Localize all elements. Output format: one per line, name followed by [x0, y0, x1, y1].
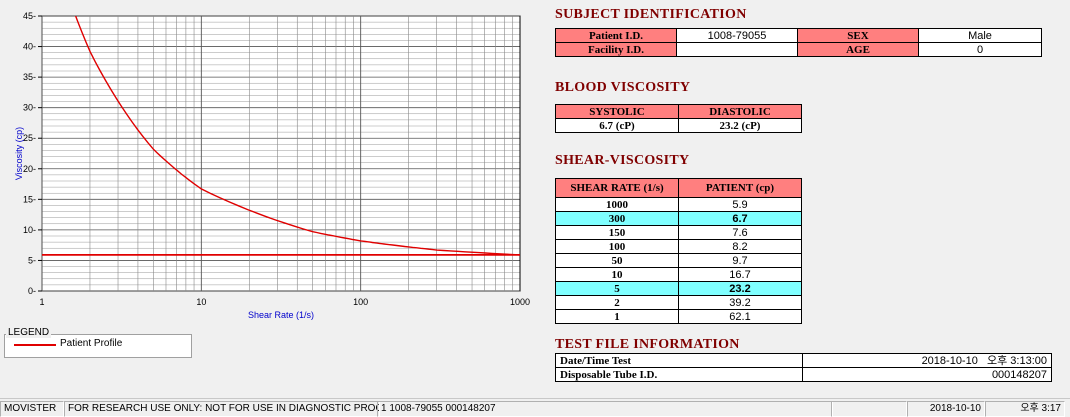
x-axis-label: Shear Rate (1/s)	[248, 310, 314, 320]
patient-value-cell: 6.7	[678, 211, 802, 226]
datetime-value: 2018-10-10 오후 3:13:00	[802, 353, 1052, 368]
shear-row: 100 8.2	[555, 239, 802, 254]
y-tick-label: 25-	[23, 133, 36, 143]
status-bar: MOVISTER FOR RESEARCH USE ONLY: NOT FOR …	[0, 398, 1070, 417]
x-tick-label: 1000	[510, 297, 530, 307]
y-tick-label: 20-	[23, 164, 36, 174]
facility-id-value	[676, 42, 798, 57]
shear-row: 10 16.7	[555, 267, 802, 282]
patient-value-cell: 7.6	[678, 225, 802, 240]
y-tick-label: 5-	[28, 255, 36, 265]
patient-id-value: 1008-79055	[676, 28, 798, 43]
legend-line-swatch	[14, 344, 56, 346]
facility-id-label: Facility I.D.	[555, 42, 677, 57]
patient-id-label: Patient I.D.	[555, 28, 677, 43]
sex-value: Male	[918, 28, 1042, 43]
shear-rate-cell: 5	[555, 281, 679, 296]
patient-column-header: PATIENT (cp)	[678, 178, 802, 198]
subject-table: Patient I.D. 1008-79055 SEX Male Facilit…	[555, 28, 1042, 57]
patient-value-cell: 23.2	[678, 281, 802, 296]
shear-row: 150 7.6	[555, 225, 802, 240]
shear-rate-cell: 150	[555, 225, 679, 240]
shear-row: 300 6.7	[555, 211, 802, 226]
y-tick-label: 40-	[23, 42, 36, 52]
systolic-value: 6.7 (cP)	[555, 118, 679, 133]
age-label: AGE	[797, 42, 919, 57]
test-file-heading: TEST FILE INFORMATION	[555, 337, 740, 352]
y-tick-label: 0-	[28, 286, 36, 296]
patient-value-cell: 62.1	[678, 309, 802, 324]
diastolic-value: 23.2 (cP)	[678, 118, 802, 133]
patient-value-cell: 9.7	[678, 253, 802, 268]
legend-label-patient-profile: Patient Profile	[60, 338, 123, 349]
y-tick-label: 15-	[23, 194, 36, 204]
sex-label: SEX	[797, 28, 919, 43]
legend-title: LEGEND	[6, 327, 52, 338]
shear-row: 50 9.7	[555, 253, 802, 268]
y-tick-label: 30-	[23, 103, 36, 113]
tube-id-value: 000148207	[802, 367, 1052, 382]
patient-value-cell: 8.2	[678, 239, 802, 254]
chart-svg: 0- 5- 10- 15- 20- 25- 30- 35- 40- 45- 1 10 100 1000 Sh…	[14, 11, 530, 320]
shear-rate-column-header: SHEAR RATE (1/s)	[555, 178, 679, 198]
blood-viscosity-table: SYSTOLIC DIASTOLIC 6.7 (cP) 23.2 (cP)	[555, 104, 802, 133]
y-axis-label: Viscosity (cp)	[14, 127, 24, 180]
shear-viscosity-heading: SHEAR-VISCOSITY	[555, 153, 690, 168]
shear-row: 5 23.2	[555, 281, 802, 296]
shear-rate-cell: 2	[555, 295, 679, 310]
tube-id-label: Disposable Tube I.D.	[555, 367, 803, 382]
y-tick-label: 45-	[23, 11, 36, 21]
plot-area	[41, 15, 521, 292]
patient-value-cell: 5.9	[678, 197, 802, 212]
datetime-label: Date/Time Test	[555, 353, 803, 368]
shear-rate-cell: 300	[555, 211, 679, 226]
subject-heading: SUBJECT IDENTIFICATION	[555, 7, 747, 22]
shear-row: 1 62.1	[555, 309, 802, 324]
test-file-table: Date/Time Test 2018-10-10 오후 3:13:00 Dis…	[555, 353, 1052, 382]
legend-box	[4, 334, 192, 358]
shear-row: 1000 5.9	[555, 197, 802, 212]
y-tick-label: 35-	[23, 72, 36, 82]
x-tick-label: 100	[353, 297, 368, 307]
y-tick-label: 10-	[23, 225, 36, 235]
shear-rate-cell: 1000	[555, 197, 679, 212]
x-tick-label: 10	[196, 297, 206, 307]
systolic-label: SYSTOLIC	[555, 104, 679, 119]
shear-rate-cell: 1	[555, 309, 679, 324]
shear-rate-cell: 10	[555, 267, 679, 282]
shear-row: 2 39.2	[555, 295, 802, 310]
shear-rate-cell: 100	[555, 239, 679, 254]
patient-value-cell: 39.2	[678, 295, 802, 310]
series-patient-profile-line	[74, 16, 520, 256]
blood-viscosity-heading: BLOOD VISCOSITY	[555, 80, 691, 95]
shear-viscosity-table: SHEAR RATE (1/s) PATIENT (cp) 1000 5.9 300…	[555, 178, 802, 324]
diastolic-label: DIASTOLIC	[678, 104, 802, 119]
patient-value-cell: 16.7	[678, 267, 802, 282]
age-value: 0	[918, 42, 1042, 57]
shear-rate-cell: 50	[555, 253, 679, 268]
x-tick-label: 1	[39, 297, 44, 307]
viscosity-chart: 0- 5- 10- 15- 20- 25- 30- 35- 40- 45- 1 10 100 1000 Sh…	[0, 8, 530, 326]
